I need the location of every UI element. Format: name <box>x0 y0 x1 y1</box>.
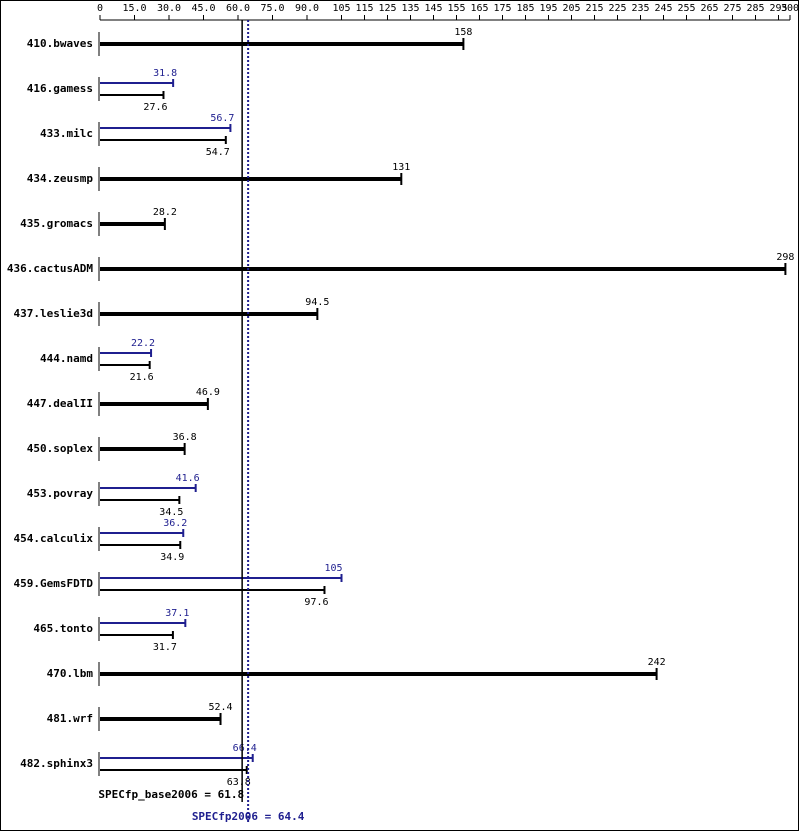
bar <box>100 532 184 534</box>
bar <box>100 94 164 96</box>
value-label: 27.6 <box>143 102 167 113</box>
bar <box>100 622 186 624</box>
value-label: 54.7 <box>206 147 230 158</box>
x-tick-label: 75.0 <box>260 3 284 14</box>
category-label: 481.wrf <box>47 712 93 725</box>
category-label: 454.calculix <box>14 532 94 545</box>
value-label: 34.5 <box>159 507 183 518</box>
value-label: 46.9 <box>196 387 220 398</box>
bar <box>100 717 221 721</box>
x-tick-label: 265 <box>700 3 718 14</box>
category-label: 465.tonto <box>33 622 93 635</box>
value-label: 105 <box>324 563 342 574</box>
x-tick-label: 215 <box>585 3 603 14</box>
x-tick-label: 245 <box>654 3 672 14</box>
x-tick-label: 195 <box>539 3 557 14</box>
value-label: 36.8 <box>173 432 197 443</box>
x-tick-label: 135 <box>401 3 419 14</box>
bar <box>100 267 786 271</box>
x-tick-label: 30.0 <box>157 3 181 14</box>
category-label: 444.namd <box>40 352 93 365</box>
bar <box>100 127 231 129</box>
bar <box>100 177 402 181</box>
x-tick-label: 275 <box>723 3 741 14</box>
value-label: 63.8 <box>227 777 251 788</box>
value-label: 37.1 <box>165 608 189 619</box>
bar <box>100 769 247 771</box>
x-tick-label: 185 <box>516 3 534 14</box>
bar <box>100 352 152 354</box>
bar <box>100 222 165 226</box>
category-label: 434.zeusmp <box>27 172 94 185</box>
value-label: 242 <box>648 657 666 668</box>
x-tick-label: 0 <box>97 3 103 14</box>
reference-label: SPECfp_base2006 = 61.8 <box>98 788 244 801</box>
category-label: 416.gamess <box>27 82 93 95</box>
x-tick-label: 45.0 <box>191 3 215 14</box>
x-tick-label: 165 <box>470 3 488 14</box>
category-label: 470.lbm <box>47 667 94 680</box>
category-label: 436.cactusADM <box>7 262 93 275</box>
value-label: 56.7 <box>210 113 234 124</box>
x-tick-label: 175 <box>493 3 511 14</box>
category-label: 447.dealII <box>27 397 93 410</box>
bar <box>100 634 173 636</box>
value-label: 97.6 <box>304 597 328 608</box>
bar <box>100 487 196 489</box>
value-label: 34.9 <box>160 552 184 563</box>
category-label: 450.soplex <box>27 442 94 455</box>
value-label: 94.5 <box>305 297 329 308</box>
category-label: 453.povray <box>27 487 94 500</box>
bar <box>100 672 657 676</box>
bar <box>100 577 342 579</box>
bar <box>100 447 185 451</box>
category-label: 435.gromacs <box>20 217 93 230</box>
value-label: 52.4 <box>208 702 232 713</box>
category-label: 459.GemsFDTD <box>14 577 94 590</box>
x-tick-label: 125 <box>378 3 396 14</box>
x-tick-label: 145 <box>424 3 442 14</box>
value-label: 158 <box>454 27 472 38</box>
bar <box>100 589 325 591</box>
bar <box>100 757 253 759</box>
x-tick-label: 295 <box>769 3 787 14</box>
category-label: 482.sphinx3 <box>20 757 93 770</box>
value-label: 131 <box>392 162 410 173</box>
value-label: 21.6 <box>130 372 154 383</box>
x-tick-label: 105 <box>332 3 350 14</box>
value-label: 41.6 <box>176 473 200 484</box>
x-tick-label: 225 <box>608 3 626 14</box>
x-tick-label: 155 <box>447 3 465 14</box>
bar <box>100 499 180 501</box>
x-tick-label: 255 <box>677 3 695 14</box>
x-tick-label: 115 <box>355 3 373 14</box>
x-tick-label: 60.0 <box>226 3 250 14</box>
reference-label: SPECfp2006 = 64.4 <box>192 810 305 823</box>
value-label: 22.2 <box>131 338 155 349</box>
x-tick-label: 90.0 <box>295 3 319 14</box>
x-tick-label: 300 <box>781 3 799 14</box>
value-label: 31.7 <box>153 642 177 653</box>
bar <box>100 42 464 46</box>
bar <box>100 312 318 316</box>
x-tick-label: 285 <box>746 3 764 14</box>
value-label: 28.2 <box>153 207 177 218</box>
bar <box>100 544 181 546</box>
category-label: 437.leslie3d <box>14 307 93 320</box>
bar <box>100 402 208 406</box>
bar <box>100 364 150 366</box>
value-label: 36.2 <box>163 518 187 529</box>
category-label: 433.milc <box>40 127 93 140</box>
x-tick-label: 235 <box>631 3 649 14</box>
x-tick-label: 15.0 <box>122 3 146 14</box>
bar <box>100 139 226 141</box>
value-label: 298 <box>776 252 794 263</box>
category-label: 410.bwaves <box>27 37 93 50</box>
bar <box>100 82 174 84</box>
value-label: 66.4 <box>233 743 257 754</box>
x-tick-label: 205 <box>562 3 580 14</box>
value-label: 31.8 <box>153 68 177 79</box>
